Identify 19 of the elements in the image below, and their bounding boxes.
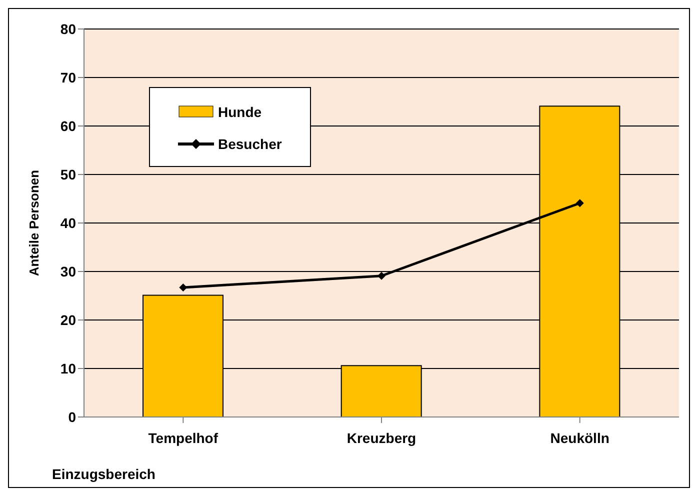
- y-tick-label: 20: [60, 312, 76, 328]
- y-tick-label: 60: [60, 118, 76, 134]
- y-tick-label: 10: [60, 360, 76, 376]
- x-tick-label: Neukölln: [550, 430, 610, 446]
- y-tick-label: 40: [60, 214, 76, 231]
- legend-label: Hunde: [218, 104, 262, 120]
- y-tick-label: 70: [60, 69, 76, 86]
- y-tick-label: 80: [60, 20, 76, 37]
- y-tick-label: 30: [60, 263, 76, 280]
- y-tick-label: 0: [68, 408, 76, 425]
- point: [576, 199, 584, 208]
- x-tick-label: Tempelhof: [148, 430, 218, 446]
- y-axis-title: Anteile Personen: [26, 170, 42, 276]
- point: [378, 272, 386, 280]
- x-axis-title: Einzugsbereich: [52, 466, 156, 482]
- y-tick-label: 50: [60, 166, 76, 182]
- point: [179, 284, 188, 292]
- x-tick-label: Kreuzberg: [346, 430, 416, 446]
- legend-label: Besucher: [218, 136, 282, 152]
